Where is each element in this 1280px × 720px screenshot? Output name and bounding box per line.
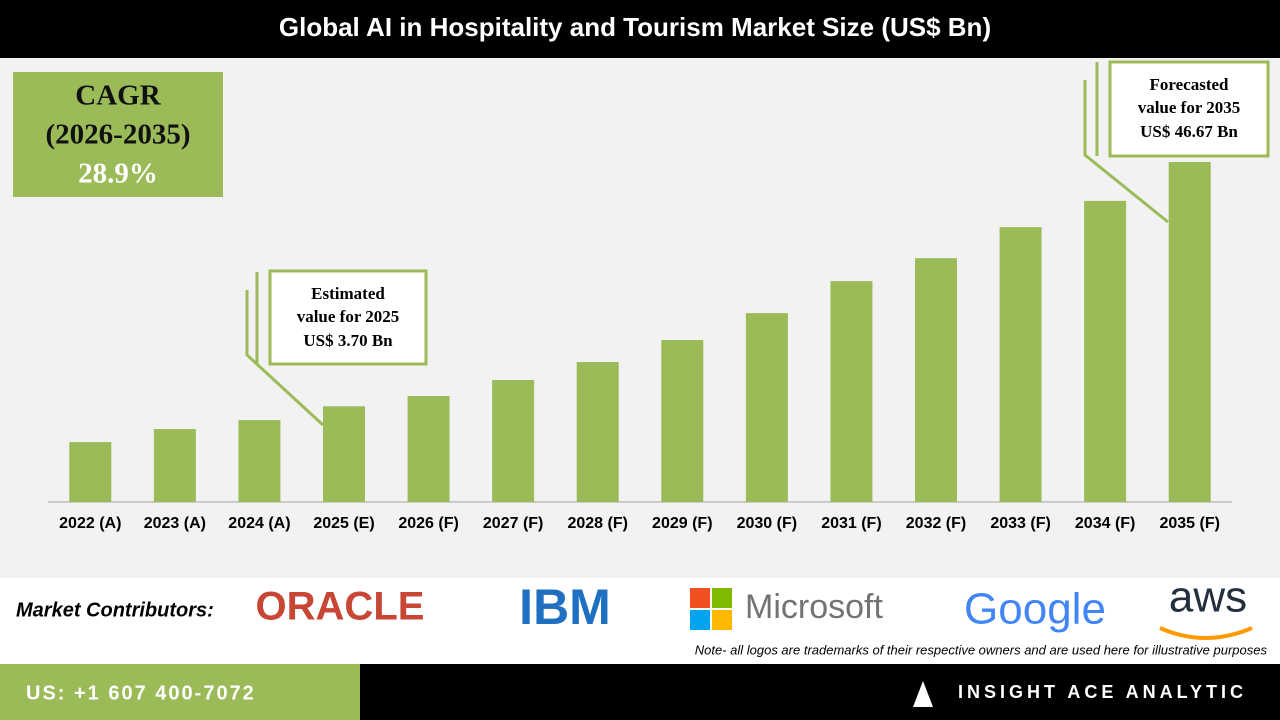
logo: aws: [1169, 573, 1247, 622]
annotation-connector: [1083, 80, 1169, 224]
bar: [915, 258, 957, 502]
x-tick-label: 2026 (F): [398, 515, 458, 532]
annotation-box: [268, 269, 428, 366]
aws-smile: [1159, 626, 1253, 640]
bar: [323, 406, 365, 502]
annotation-box: [1108, 60, 1270, 158]
cagr-label: CAGR: [75, 80, 161, 112]
bars: 2022 (A) 2023 (A) 2024 (A) 2025 (E) 2026 (F)…: [59, 162, 1220, 532]
microsoft-icon: [690, 588, 732, 630]
x-tick-label: 2032 (F): [906, 515, 966, 532]
annotation-text: US$ 3.70 Bn: [303, 331, 393, 350]
bar: [576, 362, 619, 502]
bar: [999, 227, 1042, 502]
annotation-connector: [245, 290, 325, 427]
bar: [1084, 200, 1127, 502]
brand: INSIGHT ACE ANALYTIC: [958, 682, 1247, 702]
x-tick-label: 2030 (F): [737, 515, 797, 532]
x-tick-label: 2024 (A): [228, 515, 290, 532]
logo: Microsoft: [745, 588, 883, 626]
x-tick-label: 2025 (E): [313, 515, 374, 532]
x-tick-label: 2028 (F): [567, 515, 627, 532]
annotation-text: value for 2035: [1138, 98, 1241, 117]
cagr-value: 28.9%: [78, 158, 158, 190]
title-bar: [0, 0, 1280, 58]
bar: [1168, 162, 1211, 502]
x-tick-label: 2022 (A): [59, 515, 121, 532]
bar: [238, 420, 281, 502]
bar: [153, 429, 196, 502]
logo: IBM: [519, 579, 611, 635]
bar: [830, 281, 873, 502]
cagr-box: [13, 72, 223, 197]
bar: [69, 442, 112, 502]
bar: [745, 313, 788, 502]
x-tick-label: 2027 (F): [483, 515, 543, 532]
brand-icon: [913, 681, 933, 707]
x-tick-label: 2034 (F): [1075, 515, 1135, 532]
phone: US: +1 607 400-7072: [26, 682, 256, 704]
phone-box: [0, 664, 360, 720]
x-tick-label: 2035 (F): [1159, 515, 1219, 532]
annotation-text: US$ 46.67 Bn: [1140, 122, 1238, 141]
cagr-period: (2026-2035): [46, 119, 191, 151]
bar: [492, 379, 535, 502]
note: Note- all logos are trademarks of their …: [695, 642, 1268, 657]
chart-title: Global AI in Hospitality and Tourism Mar…: [279, 12, 991, 42]
contributors-label: Market Contributors:: [16, 599, 214, 621]
bar: [661, 339, 704, 502]
x-tick-label: 2033 (F): [990, 515, 1050, 532]
logo: ORACLE: [256, 585, 425, 629]
x-tick-label: 2031 (F): [821, 515, 881, 532]
annotation-text: value for 2025: [297, 307, 400, 326]
x-tick-label: 2029 (F): [652, 515, 712, 532]
logo: Google: [964, 585, 1106, 634]
annotation-text: Forecasted: [1150, 75, 1230, 94]
contributors-strip: [0, 578, 1280, 664]
x-tick-label: 2023 (A): [144, 515, 206, 532]
annotation-text: Estimated: [311, 284, 385, 303]
bar: [407, 395, 450, 502]
